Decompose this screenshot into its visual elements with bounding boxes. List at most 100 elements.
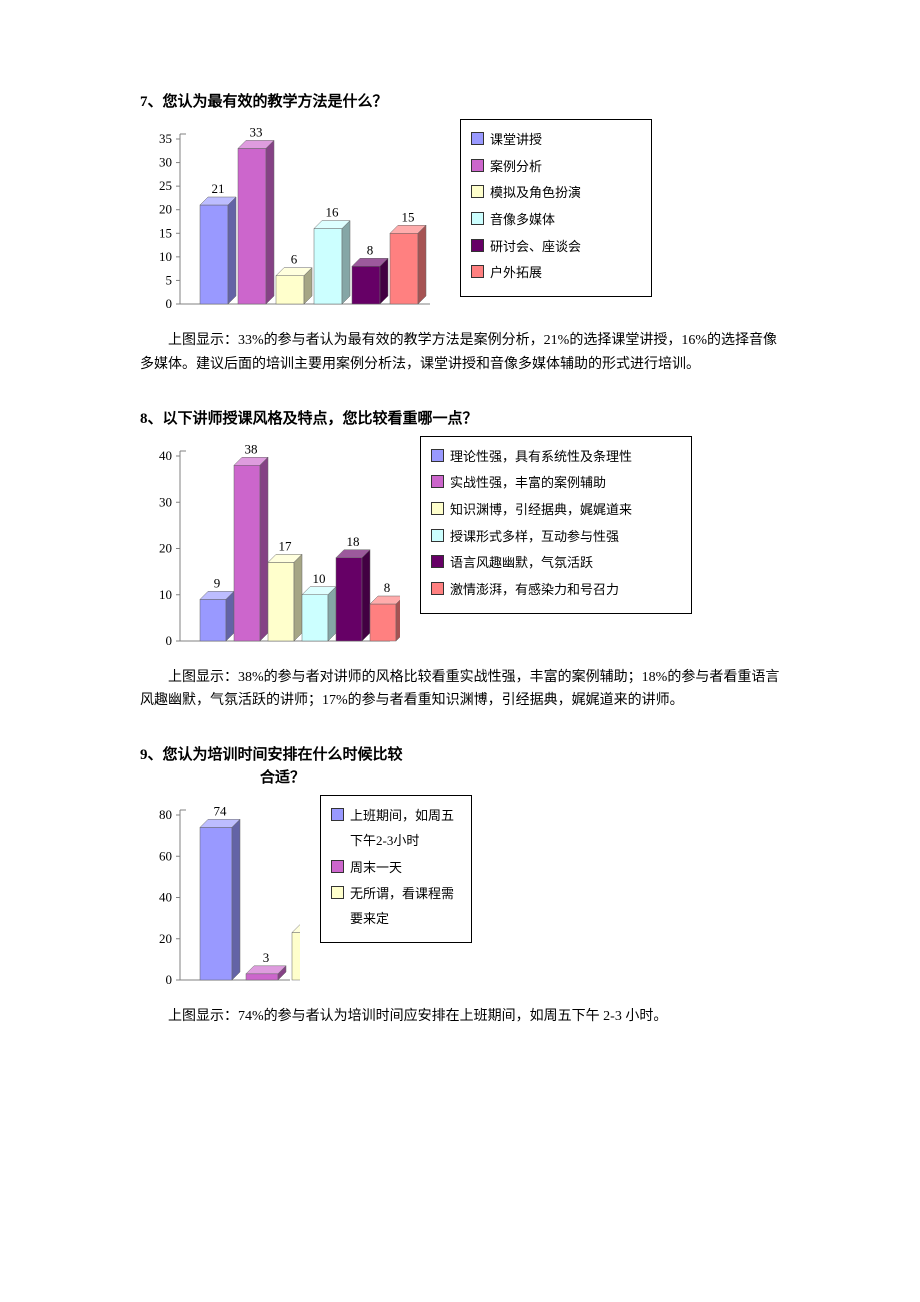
legend-label: 户外拓展 (490, 261, 641, 286)
chart-box: 02040608074323 (140, 795, 300, 995)
y-tick-label: 0 (166, 633, 173, 648)
bar (336, 557, 362, 640)
bar (200, 205, 228, 304)
legend-swatch (471, 265, 484, 278)
commentary-text: 上图显示：74%的参与者认为培训时间应安排在上班期间，如周五下午 2-3 小时。 (140, 1005, 780, 1029)
legend-swatch (471, 239, 484, 252)
commentary-text: 上图显示：33%的参与者认为最有效的教学方法是案例分析，21%的选择课堂讲授，1… (140, 329, 780, 377)
bar-value-label: 16 (326, 205, 340, 220)
y-tick-label: 60 (159, 848, 172, 863)
legend-item: 案例分析 (471, 155, 641, 180)
chart-legend: 课堂讲授 案例分析 模拟及角色扮演 音像多媒体 研讨会、座谈会 户外拓展 (460, 119, 652, 297)
bar (352, 266, 380, 304)
bar (234, 465, 260, 641)
section-title: 9、您认为培训时间安排在什么时候比较 (140, 743, 780, 764)
bar-value-label: 9 (214, 575, 221, 590)
legend-item: 模拟及角色扮演 (471, 181, 641, 206)
legend-label: 模拟及角色扮演 (490, 181, 641, 206)
bar-value-label: 33 (250, 124, 263, 139)
bar (246, 974, 278, 980)
legend-swatch (431, 555, 444, 568)
bar-value-label: 17 (279, 538, 293, 553)
chart-legend: 理论性强，具有系统性及条理性 实战性强，丰富的案例辅助 知识渊博，引经据典，娓娓… (420, 436, 692, 614)
y-tick-label: 0 (166, 296, 173, 311)
y-tick-label: 40 (159, 890, 172, 905)
legend-item: 知识渊博，引经据典，娓娓道来 (431, 498, 681, 523)
bar-value-label: 6 (291, 252, 298, 267)
legend-item: 上班期间，如周五下午2-3小时 (331, 804, 461, 853)
legend-item: 音像多媒体 (471, 208, 641, 233)
legend-label: 研讨会、座谈会 (490, 235, 641, 260)
bar-chart: 0 5 10 15 20 25 30 35 21 33 6 16 8 15 (140, 119, 440, 319)
legend-label: 理论性强，具有系统性及条理性 (450, 445, 681, 470)
legend-swatch (431, 475, 444, 488)
y-tick-label: 80 (159, 807, 172, 822)
bar-value-label: 18 (347, 533, 360, 548)
legend-item: 理论性强，具有系统性及条理性 (431, 445, 681, 470)
legend-swatch (471, 132, 484, 145)
legend-label: 课堂讲授 (490, 128, 641, 153)
bar-value-label: 74 (214, 804, 228, 819)
chart-box: 0 5 10 15 20 25 30 35 21 33 6 16 8 15 (140, 119, 440, 319)
legend-swatch (331, 886, 344, 899)
chart-box: 0102030409381710188 (140, 436, 400, 656)
legend-swatch (471, 212, 484, 225)
y-tick-label: 0 (166, 972, 173, 987)
bar (276, 276, 304, 304)
bar (292, 933, 300, 980)
legend-swatch (431, 529, 444, 542)
bar (390, 233, 418, 304)
legend-label: 上班期间，如周五下午2-3小时 (350, 804, 461, 853)
legend-swatch (331, 808, 344, 821)
bar-chart: 02040608074323 (140, 795, 300, 995)
legend-swatch (431, 502, 444, 515)
legend-item: 授课形式多样，互动参与性强 (431, 525, 681, 550)
bar-value-label: 21 (212, 181, 225, 196)
y-tick-label: 10 (159, 249, 172, 264)
legend-label: 语言风趣幽默，气氛活跃 (450, 551, 681, 576)
bar (302, 594, 328, 640)
legend-item: 课堂讲授 (471, 128, 641, 153)
legend-item: 周末一天 (331, 856, 461, 881)
legend-item: 研讨会、座谈会 (471, 235, 641, 260)
bar (370, 604, 396, 641)
y-tick-label: 25 (159, 178, 172, 193)
bar (314, 229, 342, 304)
legend-swatch (471, 185, 484, 198)
legend-item: 语言风趣幽默，气氛活跃 (431, 551, 681, 576)
legend-item: 实战性强，丰富的案例辅助 (431, 471, 681, 496)
bar-chart: 0102030409381710188 (140, 436, 400, 656)
y-tick-label: 30 (159, 155, 172, 170)
legend-item: 无所谓，看课程需要来定 (331, 882, 461, 931)
y-tick-label: 40 (159, 448, 172, 463)
chart-row: 02040608074323 上班期间，如周五下午2-3小时 周末一天 无所谓，… (140, 795, 780, 995)
legend-swatch (431, 582, 444, 595)
chart-row: 0 5 10 15 20 25 30 35 21 33 6 16 8 15 课堂讲授 案例分析 模拟及角色… (140, 119, 780, 319)
bar-value-label: 15 (402, 209, 415, 224)
bar (200, 828, 232, 981)
y-tick-label: 15 (159, 225, 172, 240)
legend-swatch (331, 860, 344, 873)
chart-row: 0102030409381710188 理论性强，具有系统性及条理性 实战性强，… (140, 436, 780, 656)
bar-value-label: 10 (313, 570, 326, 585)
legend-item: 户外拓展 (471, 261, 641, 286)
bar (200, 599, 226, 641)
y-tick-label: 20 (159, 202, 172, 217)
legend-label: 授课形式多样，互动参与性强 (450, 525, 681, 550)
bar (268, 562, 294, 641)
section-title: 7、您认为最有效的教学方法是什么？ (140, 90, 780, 111)
legend-item: 激情澎湃，有感染力和号召力 (431, 578, 681, 603)
bar-value-label: 8 (367, 242, 374, 257)
legend-label: 音像多媒体 (490, 208, 641, 233)
legend-swatch (431, 449, 444, 462)
legend-label: 周末一天 (350, 856, 461, 881)
legend-label: 无所谓，看课程需要来定 (350, 882, 461, 931)
bar (238, 148, 266, 304)
bar-value-label: 38 (245, 441, 258, 456)
chart-legend: 上班期间，如周五下午2-3小时 周末一天 无所谓，看课程需要来定 (320, 795, 472, 942)
y-tick-label: 20 (159, 931, 172, 946)
y-tick-label: 35 (159, 131, 172, 146)
legend-swatch (471, 159, 484, 172)
y-tick-label: 5 (166, 272, 173, 287)
y-tick-label: 10 (159, 586, 172, 601)
